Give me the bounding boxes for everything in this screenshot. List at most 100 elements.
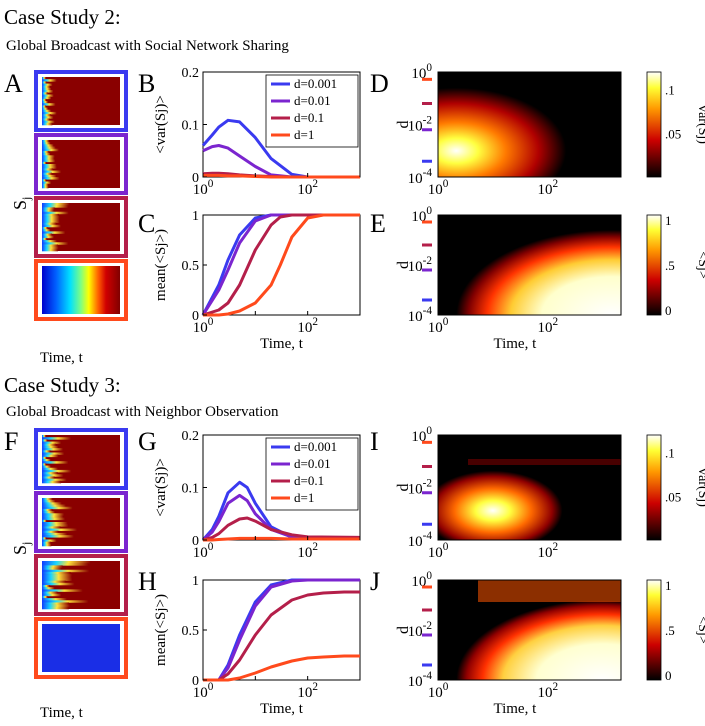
colorbar-label: <Sj>	[695, 251, 705, 279]
raster-streak	[42, 452, 65, 455]
raster-streak	[42, 448, 63, 451]
raster-streak	[42, 148, 59, 152]
raster-streak	[42, 517, 66, 521]
raster-streak	[42, 580, 66, 584]
raster-streak	[42, 469, 72, 473]
x-tick-label: 102	[537, 316, 558, 336]
y-tick-label: 10-2	[408, 255, 432, 275]
colorbar-tick-label: 0	[665, 668, 672, 683]
raster-frame-3	[34, 196, 128, 258]
raster-streak	[42, 535, 74, 538]
raster-streak	[42, 150, 50, 154]
raster-streak	[42, 237, 47, 241]
colorbar-label: var(Sj)	[695, 468, 705, 507]
raster-streak	[42, 240, 57, 243]
raster-streak	[42, 116, 54, 119]
series-line-d=0.01	[203, 578, 360, 682]
raster-streak	[42, 94, 54, 97]
panel-label-g: G	[138, 427, 157, 456]
y-axis-label: d	[395, 484, 412, 492]
heatmap-field	[438, 72, 621, 177]
raster-streak	[42, 445, 59, 449]
colorbar-tick-label: .5	[665, 258, 675, 273]
legend-entry: d=0.01	[294, 93, 331, 108]
x-axis-label: Time, t	[493, 701, 537, 717]
y-tick-label: 0.1	[182, 119, 200, 134]
raster-streak	[42, 81, 47, 84]
y-tick-label: 0.5	[182, 624, 200, 639]
panel-f-ylabel: Sj	[10, 542, 33, 555]
panel-label-f: F	[4, 427, 18, 456]
raster-streak	[42, 519, 47, 523]
colorbar	[646, 579, 662, 681]
colorbar-tick-label: 1	[665, 213, 672, 228]
panel-h-chart: 0 0.5 1 100 102 mean(<Sj>) Time, t	[153, 574, 361, 717]
y-tick-label: 10-4	[408, 167, 433, 187]
raster-streak	[42, 526, 61, 529]
raster-streak	[42, 183, 49, 187]
heatmap-frame	[437, 214, 622, 316]
colorbar-tick-label: 0	[665, 303, 672, 318]
raster-streak	[42, 437, 72, 440]
raster-streak	[42, 146, 56, 150]
x-tick-label: 100	[193, 316, 214, 336]
raster-streak	[42, 587, 55, 590]
raster-streak	[42, 98, 47, 102]
raster-streak	[42, 168, 54, 171]
panel-label-c: C	[138, 209, 155, 238]
y-tick-label: 0	[192, 309, 199, 324]
raster-streak	[42, 454, 59, 458]
raster-streak	[42, 532, 68, 536]
raster-streak	[42, 174, 57, 178]
raster-streak	[42, 591, 58, 595]
raster-streak	[42, 218, 60, 221]
case-study-2-subtitle: Global Broadcast with Social Network Sha…	[6, 38, 289, 54]
raster-streak	[42, 543, 52, 547]
raster-streak	[42, 480, 62, 484]
raster-frame-1	[34, 428, 128, 490]
raster-streak	[42, 530, 59, 534]
raster-streak	[42, 443, 57, 447]
y-tick-label: 10-4	[408, 305, 433, 325]
legend-entry: d=0.01	[294, 456, 331, 471]
raster-image-4	[42, 266, 120, 314]
raster-streak	[42, 85, 51, 89]
raster-streak	[42, 478, 67, 482]
y-tick-label: 0.2	[182, 66, 200, 81]
heatmap-field	[438, 435, 621, 540]
y-axis-label: d	[395, 261, 412, 269]
panel-b-chart: 0 0.1 0.2 100 102 <var(Sj)> d=0.001 d=0.01 d=0.1…	[153, 66, 361, 198]
y-tick-label: 1	[192, 574, 199, 589]
raster-streak	[42, 563, 89, 566]
raster-streak	[42, 508, 53, 512]
raster-streak	[42, 161, 47, 165]
raster-streak	[42, 142, 51, 145]
legend-entry: d=1	[294, 490, 314, 505]
heatmap-frame	[437, 579, 622, 681]
raster-streak	[42, 459, 51, 462]
raster-frame-3	[34, 554, 128, 616]
raster-streak	[42, 248, 58, 252]
colorbar-tick-label: .05	[665, 126, 681, 141]
x-tick-label: 102	[537, 178, 558, 198]
panel-f-xlabel: Time, t	[40, 705, 84, 721]
x-tick-label: 102	[297, 316, 318, 336]
raster-streak	[42, 569, 90, 573]
raster-streak	[42, 244, 59, 247]
raster-streak	[42, 504, 66, 508]
raster-streak	[42, 439, 48, 442]
panel-a-xlabel: Time, t	[40, 350, 84, 366]
raster-streak	[42, 220, 60, 223]
raster-streak	[42, 105, 46, 108]
raster-streak	[42, 571, 71, 575]
panel-c-chart: 0 0.5 1 100 102 mean(<Sj>) Time, t	[153, 209, 361, 352]
raster-streak	[42, 511, 55, 514]
raster-image-4	[42, 624, 120, 672]
panel-label-b: B	[138, 69, 155, 98]
panel-label-h: H	[138, 567, 157, 596]
x-axis-label: Time, t	[260, 701, 304, 717]
raster-streak	[42, 231, 66, 234]
x-tick-label: 102	[297, 541, 318, 561]
colorbar-tick-label: .1	[665, 446, 675, 461]
raster-streak	[42, 604, 71, 608]
